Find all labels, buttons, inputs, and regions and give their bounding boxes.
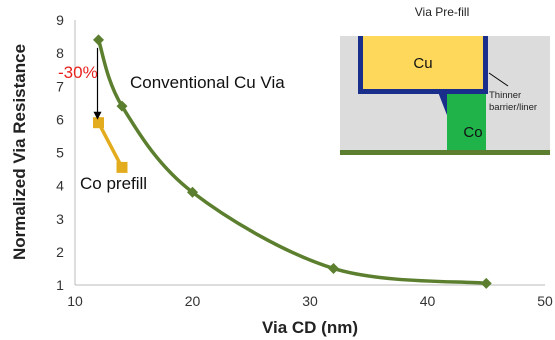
y-tick-label: 3 [56,211,64,227]
bottom-metal-line [340,150,550,155]
reduction-percent-label: -30% [58,63,98,82]
y-tick-label: 9 [56,12,64,28]
series-conventional-cu-via [93,34,492,289]
co-prefill-line [96,121,124,169]
x-tick-label: 20 [185,293,201,309]
series-co-prefill [93,117,128,173]
data-point-co-prefill [93,117,104,129]
x-tick-labels: 10 20 30 40 50 [67,293,553,309]
data-point-conventional-cu-via [116,100,128,112]
y-tick-label: 4 [56,178,64,194]
y-tick-label: 1 [56,277,64,293]
inset-title: Via Pre-fill [415,5,469,19]
series-label-co-prefill: Co prefill [80,174,147,193]
conventional-cu-via-line [96,39,487,286]
co-via [447,92,486,154]
barrier-label-line1: Thinner [489,90,521,101]
y-axis-title: Normalized Via Resistance [10,44,29,260]
y-tick-label: 8 [56,45,64,61]
cu-top-metal [363,36,483,89]
barrier-pointer-line [488,72,509,87]
x-tick-label: 50 [537,293,553,309]
series-label-conventional-cu-via: Conventional Cu Via [130,73,285,92]
data-point-co-prefill [116,161,128,173]
x-tick-label: 40 [420,293,436,309]
x-tick-label: 10 [67,293,83,309]
data-point-conventional-cu-via [480,277,492,289]
data-point-conventional-cu-via [187,186,198,198]
co-label: Co [463,124,482,141]
y-tick-label: 5 [56,145,64,161]
y-tick-label: 7 [56,78,64,94]
x-axis-title: Via CD (nm) [262,318,358,337]
y-tick-label: 2 [56,244,64,260]
cu-label: Cu [413,55,432,72]
y-tick-labels: 1 2 3 4 5 6 7 8 9 [56,12,64,293]
x-tick-label: 30 [302,293,318,309]
axes: 1 2 3 4 5 6 7 8 9 10 20 30 40 50 Via CD (nm) Normali… [10,12,553,337]
data-point-conventional-cu-via [328,262,339,274]
y-tick-label: 6 [56,111,64,127]
via-prefill-inset: Via Pre-fill Cu Co Thinner barrier/liner [340,5,550,155]
data-point-conventional-cu-via [93,34,104,46]
barrier-label-line2: barrier/liner [489,102,537,113]
